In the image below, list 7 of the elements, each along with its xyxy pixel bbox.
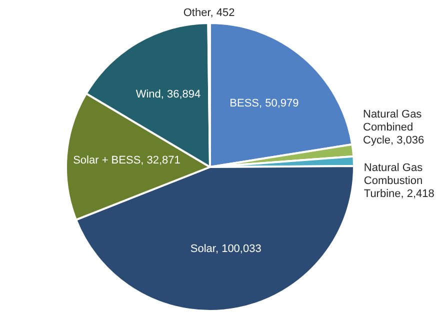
slice-label: Natural Gas Combustion Turbine, 2,418 — [364, 162, 434, 200]
slice-label: Solar, 100,033 — [190, 243, 262, 256]
slice-label: Natural Gas Combined Cycle, 3,036 — [362, 108, 424, 147]
slice-label: BESS, 50,979 — [230, 98, 299, 110]
slice-label: Solar + BESS, 32,871 — [73, 154, 180, 166]
slice-label: Wind, 36,894 — [136, 88, 201, 101]
slice-label: Other, 452 — [183, 7, 235, 20]
